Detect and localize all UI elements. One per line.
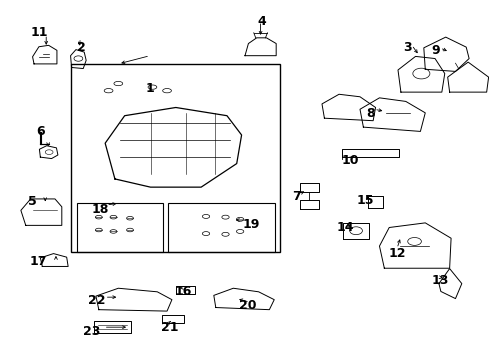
- Text: 5: 5: [28, 195, 37, 208]
- Text: 22: 22: [88, 294, 106, 307]
- Text: 19: 19: [243, 218, 260, 231]
- Text: 15: 15: [356, 194, 373, 207]
- Text: 1: 1: [145, 82, 154, 95]
- Text: 11: 11: [30, 26, 48, 39]
- Text: 8: 8: [366, 107, 374, 120]
- Text: 4: 4: [257, 14, 266, 27]
- Text: 2: 2: [77, 41, 86, 54]
- Text: 10: 10: [342, 154, 359, 167]
- Text: 7: 7: [292, 190, 301, 203]
- Text: 21: 21: [161, 321, 179, 334]
- Text: 14: 14: [337, 221, 354, 234]
- Text: 6: 6: [36, 125, 45, 138]
- Bar: [71, 64, 280, 252]
- Text: 13: 13: [431, 274, 448, 287]
- Text: 23: 23: [83, 325, 100, 338]
- Bar: [168, 203, 275, 252]
- Bar: [77, 203, 163, 252]
- Text: 16: 16: [174, 285, 192, 298]
- Text: 20: 20: [239, 299, 257, 312]
- Text: 12: 12: [389, 247, 406, 260]
- Text: 9: 9: [431, 44, 440, 57]
- Text: 17: 17: [30, 255, 47, 268]
- Text: 3: 3: [403, 41, 412, 54]
- Text: 18: 18: [92, 203, 109, 216]
